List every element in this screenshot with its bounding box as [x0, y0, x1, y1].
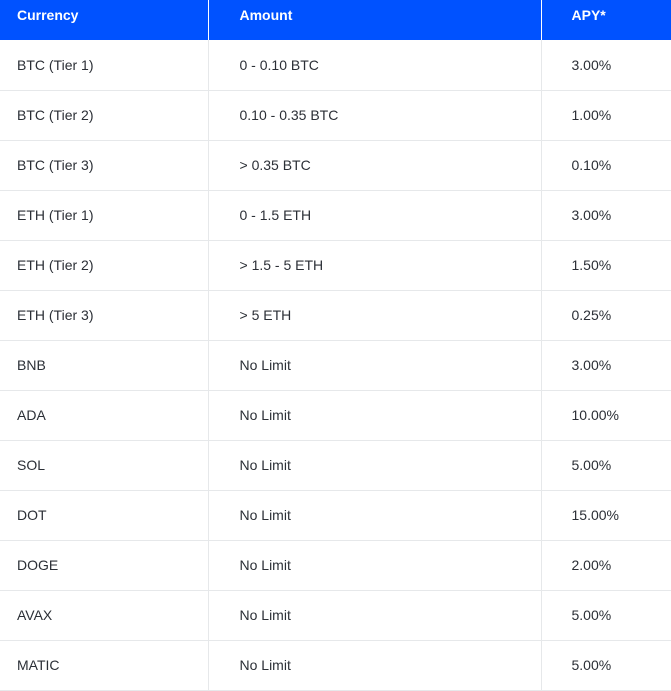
cell-apy: 0.25%: [540, 290, 671, 340]
table-row: ETH (Tier 1) 0 - 1.5 ETH 3.00%: [0, 190, 671, 240]
cell-amount: > 0.35 BTC: [207, 140, 541, 190]
table-row: ADA No Limit 10.00%: [0, 390, 671, 440]
cell-apy: 0.10%: [540, 140, 671, 190]
table-row: BNB No Limit 3.00%: [0, 340, 671, 390]
cell-amount: No Limit: [207, 490, 541, 540]
header-row: Currency Amount APY*: [0, 0, 671, 40]
cell-apy: 1.00%: [540, 90, 671, 140]
header-currency: Currency: [17, 7, 79, 23]
cell-currency: BNB: [17, 357, 46, 373]
cell-amount: > 5 ETH: [207, 290, 541, 340]
cell-amount: > 1.5 - 5 ETH: [207, 240, 541, 290]
table-row: MATIC No Limit 5.00%: [0, 640, 671, 690]
cell-apy: 15.00%: [540, 490, 671, 540]
table-row: ETH (Tier 3) > 5 ETH 0.25%: [0, 290, 671, 340]
cell-currency: AVAX: [17, 607, 53, 623]
table-row: BTC (Tier 2) 0.10 - 0.35 BTC 1.00%: [0, 90, 671, 140]
table-row: BTC (Tier 1) 0 - 0.10 BTC 3.00%: [0, 40, 671, 90]
cell-currency: BTC (Tier 3): [17, 157, 94, 173]
table-row: ETH (Tier 2) > 1.5 - 5 ETH 1.50%: [0, 240, 671, 290]
table-row: SOL No Limit 5.00%: [0, 440, 671, 490]
cell-apy: 3.00%: [540, 40, 671, 90]
header-amount: Amount: [207, 0, 541, 40]
cell-apy: 10.00%: [540, 390, 671, 440]
table-row: DOGE No Limit 2.00%: [0, 540, 671, 590]
header-apy: APY*: [540, 0, 671, 40]
cell-currency: BTC (Tier 2): [17, 107, 94, 123]
cell-amount: No Limit: [207, 390, 541, 440]
cell-currency: BTC (Tier 1): [17, 56, 94, 73]
cell-apy: 3.00%: [540, 340, 671, 390]
cell-amount: 0.10 - 0.35 BTC: [207, 90, 541, 140]
table-row: AVAX No Limit 5.00%: [0, 590, 671, 640]
cell-apy: 5.00%: [540, 640, 671, 690]
cell-currency: SOL: [17, 457, 46, 473]
cell-apy: 3.00%: [540, 190, 671, 240]
cell-apy: 5.00%: [540, 590, 671, 640]
cell-amount: No Limit: [207, 640, 541, 690]
table-header: Currency Amount APY*: [0, 0, 671, 40]
cell-apy: 2.00%: [540, 540, 671, 590]
cell-currency: ETH (Tier 2): [17, 257, 94, 273]
cell-apy: 1.50%: [540, 240, 671, 290]
cell-currency: ADA: [17, 407, 46, 423]
cell-amount: No Limit: [207, 540, 541, 590]
cell-amount: No Limit: [207, 340, 541, 390]
cell-currency: ETH (Tier 1): [17, 207, 94, 223]
cell-apy: 5.00%: [540, 440, 671, 490]
cell-amount: 0 - 1.5 ETH: [207, 190, 541, 240]
cell-amount: 0 - 0.10 BTC: [207, 40, 541, 90]
cell-amount: No Limit: [207, 590, 541, 640]
cell-currency: DOT: [17, 507, 47, 523]
table-row: BTC (Tier 3) > 0.35 BTC 0.10%: [0, 140, 671, 190]
cell-currency: DOGE: [17, 557, 59, 573]
cell-currency: ETH (Tier 3): [17, 307, 94, 323]
table-body: BTC (Tier 1) 0 - 0.10 BTC 3.00% BTC (Tie…: [0, 40, 671, 690]
cell-currency: MATIC: [17, 657, 60, 673]
table-row: DOT No Limit 15.00%: [0, 490, 671, 540]
cell-amount: No Limit: [207, 440, 541, 490]
